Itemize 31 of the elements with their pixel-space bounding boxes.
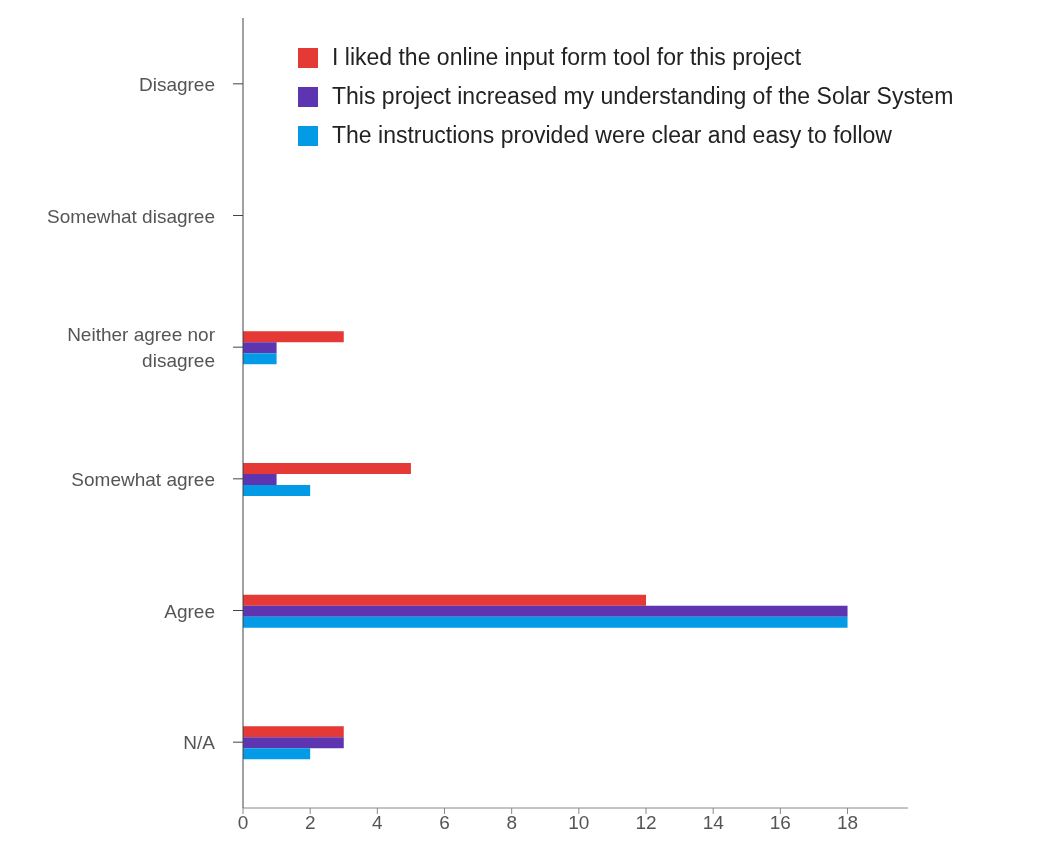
x-tick-label: 10 (568, 812, 590, 834)
bar (243, 748, 311, 760)
x-tick-label: 14 (702, 812, 725, 834)
bar (243, 353, 277, 365)
y-tick-label: Agree (164, 600, 215, 621)
x-tick-label: 16 (769, 812, 791, 834)
bar (243, 737, 344, 749)
x-tick-label: 4 (372, 812, 384, 834)
x-tick-label: 8 (506, 812, 517, 834)
bar (243, 342, 277, 354)
y-tick-label: Somewhat agree (71, 468, 215, 490)
legend-label: The instructions provided were clear and easy to follow (332, 122, 892, 149)
bar (243, 594, 647, 606)
bar (243, 616, 848, 628)
legend-label: This project increased my understanding of the Solar System (332, 83, 954, 110)
y-tick-label: Neither agree nor disagree (67, 323, 216, 371)
bar (243, 474, 277, 486)
bar (243, 726, 344, 738)
bar (243, 463, 411, 475)
x-tick-label: 18 (836, 812, 859, 834)
x-tick-label: 6 (439, 812, 450, 834)
x-tick-label: 12 (635, 812, 657, 834)
y-tick-label: Somewhat disagree (47, 205, 215, 226)
bar (243, 605, 848, 617)
x-tick-label: 0 (237, 812, 249, 834)
bar (243, 485, 311, 497)
y-tick-label: Disagree (138, 73, 215, 95)
y-tick-label: N/A (183, 731, 216, 753)
x-tick-label: 2 (304, 812, 316, 834)
legend-label: I liked the online input form tool for this project (332, 44, 802, 71)
bar (243, 331, 344, 343)
